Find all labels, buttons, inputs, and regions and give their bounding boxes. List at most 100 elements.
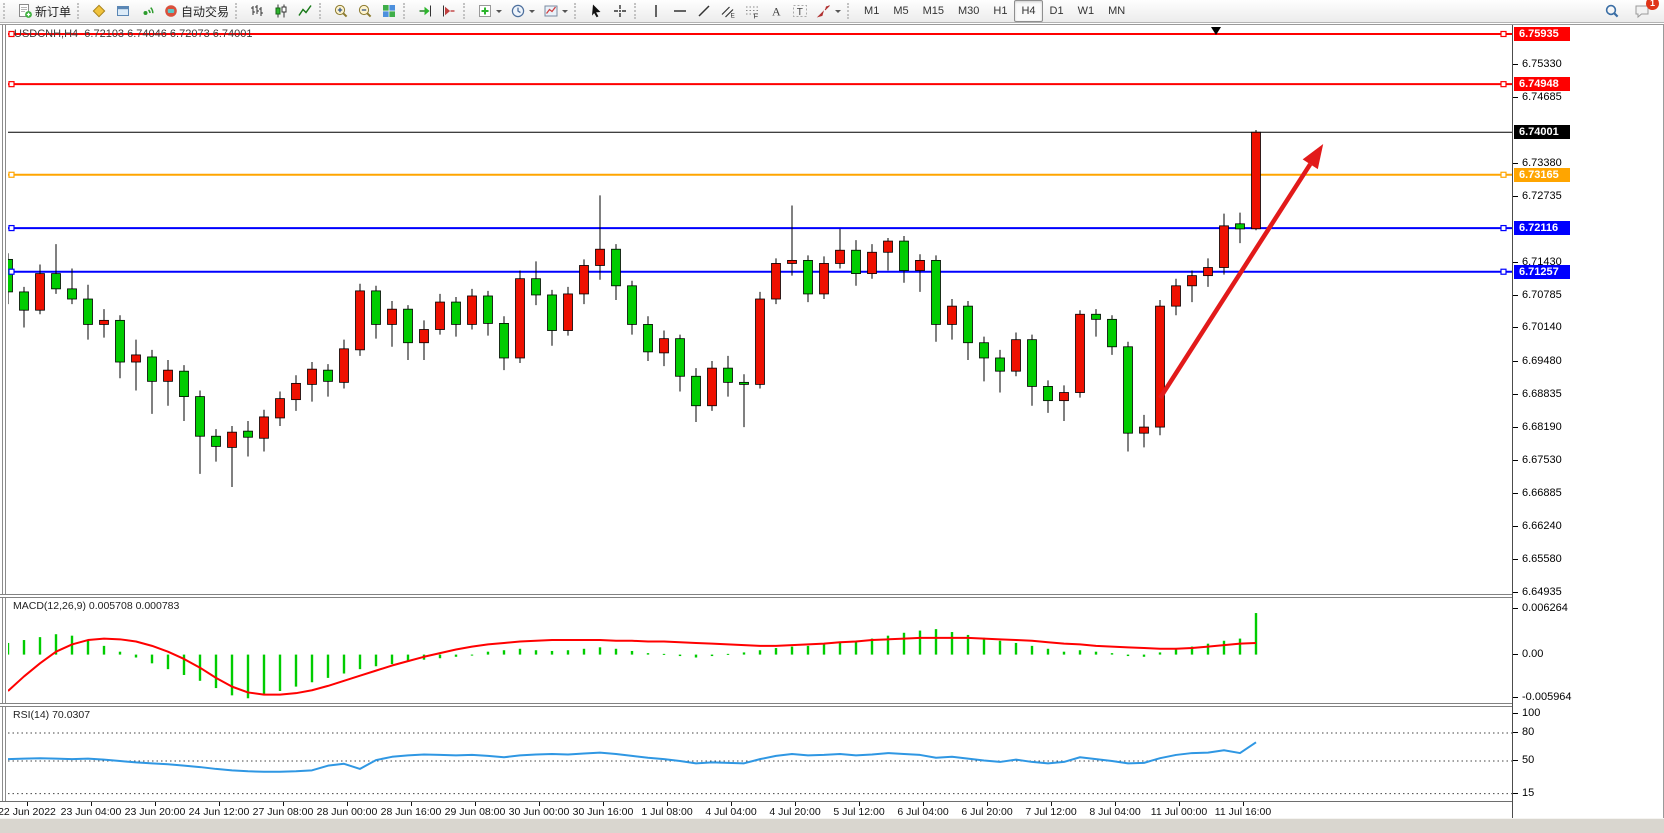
data-window-button[interactable] [111, 0, 135, 22]
search-button[interactable] [1600, 0, 1624, 22]
auto-trading-button[interactable]: 自动交易 [159, 0, 233, 22]
price-chart-panel[interactable]: USDCNH,H4 6.72103 6.74046 6.72073 6.7400… [8, 26, 1512, 594]
navigator-button[interactable] [135, 0, 159, 22]
toolbar-grip [3, 3, 9, 19]
trend-arrow-head[interactable] [1302, 144, 1324, 170]
bar-chart-button[interactable] [245, 0, 269, 22]
toolbar-grip [235, 3, 241, 19]
horizontal-line-button[interactable] [668, 0, 692, 22]
hline-handle[interactable] [8, 171, 15, 178]
chevron-down-icon[interactable] [835, 10, 842, 16]
candle [675, 334, 685, 392]
crosshair-button[interactable] [608, 0, 632, 22]
price-tick: 6.74685 [1513, 91, 1562, 103]
hline-handle[interactable] [1500, 81, 1507, 88]
macd-bar [374, 654, 378, 667]
panel-separator-rsi[interactable] [0, 703, 1663, 707]
timeframe-h1-button[interactable]: H1 [993, 5, 1008, 17]
cursor-button[interactable] [584, 0, 608, 22]
zoom-in-button[interactable] [329, 0, 353, 22]
trendline-button[interactable] [692, 0, 716, 22]
macd-bar [326, 654, 330, 678]
candle [547, 289, 557, 346]
timeframe-h4-button[interactable]: H4 [1014, 0, 1043, 22]
macd-bar [406, 654, 410, 662]
timeframe-d1-button[interactable]: D1 [1049, 5, 1064, 17]
tile-windows-button[interactable] [377, 0, 401, 22]
hline-handle[interactable] [8, 81, 15, 88]
price-axis[interactable]: 6.75330 6.74685 6.73380 6.72735 6.71430 6.707… [1512, 25, 1663, 818]
periods-icon [511, 4, 525, 18]
panel-separator-macd[interactable] [0, 594, 1663, 598]
candle [1043, 380, 1053, 413]
vertical-line-icon [655, 5, 657, 17]
hline-handle[interactable] [1500, 268, 1507, 275]
candle [1075, 310, 1085, 398]
bar-chart-icon [251, 5, 264, 16]
candle [835, 228, 845, 269]
hline-handle[interactable] [1500, 224, 1507, 232]
equidistant-channel-button[interactable]: E [716, 0, 740, 22]
timeframe-mn-button[interactable]: MN [1108, 5, 1126, 17]
text-button[interactable]: A [764, 0, 788, 22]
vertical-line-button[interactable] [644, 0, 668, 22]
macd-chart[interactable] [8, 598, 1512, 703]
hline-handle[interactable] [1500, 171, 1507, 178]
templates-button[interactable] [539, 0, 572, 22]
macd-bar [390, 654, 394, 665]
candle [371, 285, 381, 339]
hline-handle[interactable] [8, 224, 15, 232]
timeframe-m15-button[interactable]: M15 [922, 5, 944, 17]
candle [1203, 258, 1213, 287]
candlestick-chart[interactable] [8, 26, 1512, 594]
price-tick: 6.64935 [1513, 586, 1562, 598]
macd-bar [246, 654, 250, 699]
candle [115, 315, 125, 379]
candle [1027, 334, 1037, 406]
timeframe-m1-button[interactable]: M1 [864, 5, 880, 17]
notifications-button[interactable]: 1 [1630, 0, 1659, 22]
trend-arrow[interactable] [1158, 162, 1313, 400]
macd-bar [166, 654, 170, 670]
hline-handle[interactable] [8, 30, 15, 38]
auto-scroll-button[interactable] [413, 0, 437, 22]
rsi-chart[interactable] [8, 707, 1512, 800]
candlestick-button[interactable] [269, 0, 293, 22]
indicators-button[interactable] [473, 0, 506, 22]
zoom-out-button[interactable] [353, 0, 377, 22]
candle [691, 368, 701, 422]
chart-ohlc-title: USDCNH,H4 6.72103 6.74046 6.72073 6.7400… [14, 28, 253, 40]
time-tick [1051, 802, 1052, 806]
time-label: 30 Jun 00:00 [508, 806, 570, 818]
candle [1091, 309, 1101, 337]
time-tick [859, 802, 860, 806]
hline-handle[interactable] [1500, 30, 1507, 38]
rsi-axis-tick: 100 [1513, 707, 1540, 719]
market-watch-button[interactable] [87, 0, 111, 22]
fibonacci-button[interactable]: F [740, 0, 764, 22]
label-button[interactable]: T [788, 0, 812, 22]
hline-handle[interactable] [8, 268, 15, 275]
chevron-down-icon[interactable] [496, 10, 503, 16]
new-order-button[interactable]: 新订单 [13, 0, 75, 22]
time-axis[interactable]: 22 Jun 2022 23 Jun 04:00 23 Jun 20:00 24 Ju… [0, 801, 1663, 818]
timeframe-m30-button[interactable]: M30 [958, 5, 980, 17]
chevron-down-icon[interactable] [529, 10, 536, 16]
timeframe-w1-button[interactable]: W1 [1077, 5, 1095, 17]
macd-bar [294, 654, 298, 687]
arrows-button[interactable] [812, 0, 845, 22]
candle [243, 420, 253, 457]
macd-bar [646, 653, 650, 655]
candle [1139, 414, 1149, 448]
timeframe-m5-button[interactable]: M5 [893, 5, 909, 17]
periods-button[interactable] [506, 0, 539, 22]
macd-panel[interactable]: MACD(12,26,9) 0.005708 0.000783 [8, 598, 1512, 703]
line-chart-button[interactable] [293, 0, 317, 22]
time-tick [923, 802, 924, 806]
rsi-panel[interactable]: RSI(14) 70.0307 [8, 707, 1512, 800]
chevron-down-icon[interactable] [562, 10, 569, 16]
notification-count-badge: 1 [1646, 0, 1659, 10]
chart-shift-button[interactable] [437, 0, 461, 22]
macd-bar [886, 635, 890, 655]
time-label: 23 Jun 20:00 [124, 806, 186, 818]
